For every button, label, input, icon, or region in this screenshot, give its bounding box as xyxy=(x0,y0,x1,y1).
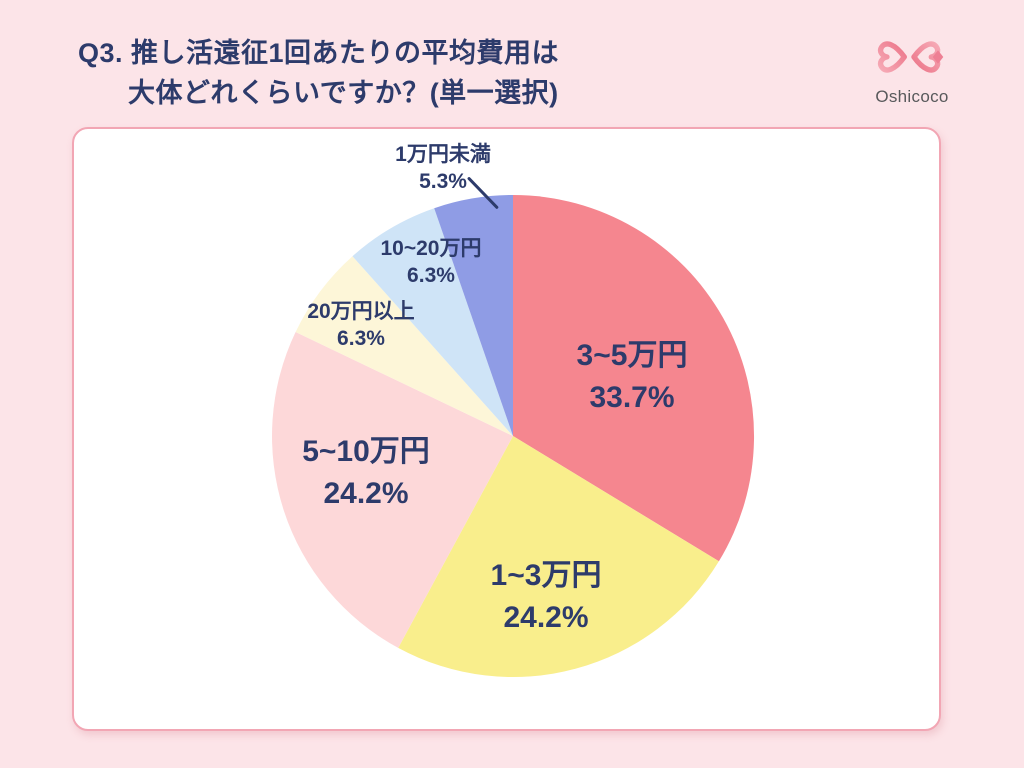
pie-label-2: 5~10万円 24.2% xyxy=(302,431,430,515)
double-heart-infinity-icon xyxy=(877,41,944,73)
oshicoco-logo: Oshicoco xyxy=(864,30,960,107)
label-percent: 6.3% xyxy=(337,327,385,350)
pie-label-0: 3~5万円 33.7% xyxy=(577,335,688,419)
label-category: 10~20万円 xyxy=(380,237,482,260)
pie-label-3: 20万円以上 6.3% xyxy=(307,298,414,352)
pie-label-4: 10~20万円 6.3% xyxy=(381,235,482,289)
pie-label-5: 1万円未満 5.3% xyxy=(395,141,491,195)
label-category: 1~3万円 xyxy=(490,559,602,592)
title-line-2: 大体どれくらいですか？(単一選択) xyxy=(128,78,559,108)
label-percent: 33.7% xyxy=(589,381,675,414)
label-percent: 6.3% xyxy=(407,264,455,287)
label-category: 3~5万円 xyxy=(576,339,688,372)
label-percent: 24.2% xyxy=(503,601,589,634)
pie-slice-0 xyxy=(513,195,755,562)
pie-slice-1 xyxy=(398,436,719,678)
chart-title: Q3. 推し活遠征1回あたりの平均費用は 大体どれくらいですか？(単一選択) xyxy=(78,33,559,113)
pie-slice-3 xyxy=(295,256,513,436)
label-category: 1万円未満 xyxy=(395,143,491,166)
sparkle-icon xyxy=(932,50,944,64)
label-percent: 5.3% xyxy=(419,170,467,193)
label-category: 20万円以上 xyxy=(307,300,415,323)
pie-slice-5 xyxy=(434,194,513,436)
logo-text: Oshicoco xyxy=(875,87,949,106)
pie-slice-2 xyxy=(272,332,513,648)
title-line-1: Q3. 推し活遠征1回あたりの平均費用は xyxy=(78,38,560,68)
pie-label-1: 1~3万円 24.2% xyxy=(491,555,602,639)
pie-slice-4 xyxy=(352,208,513,436)
label-category: 5~10万円 xyxy=(302,435,430,468)
label-percent: 24.2% xyxy=(323,477,409,510)
